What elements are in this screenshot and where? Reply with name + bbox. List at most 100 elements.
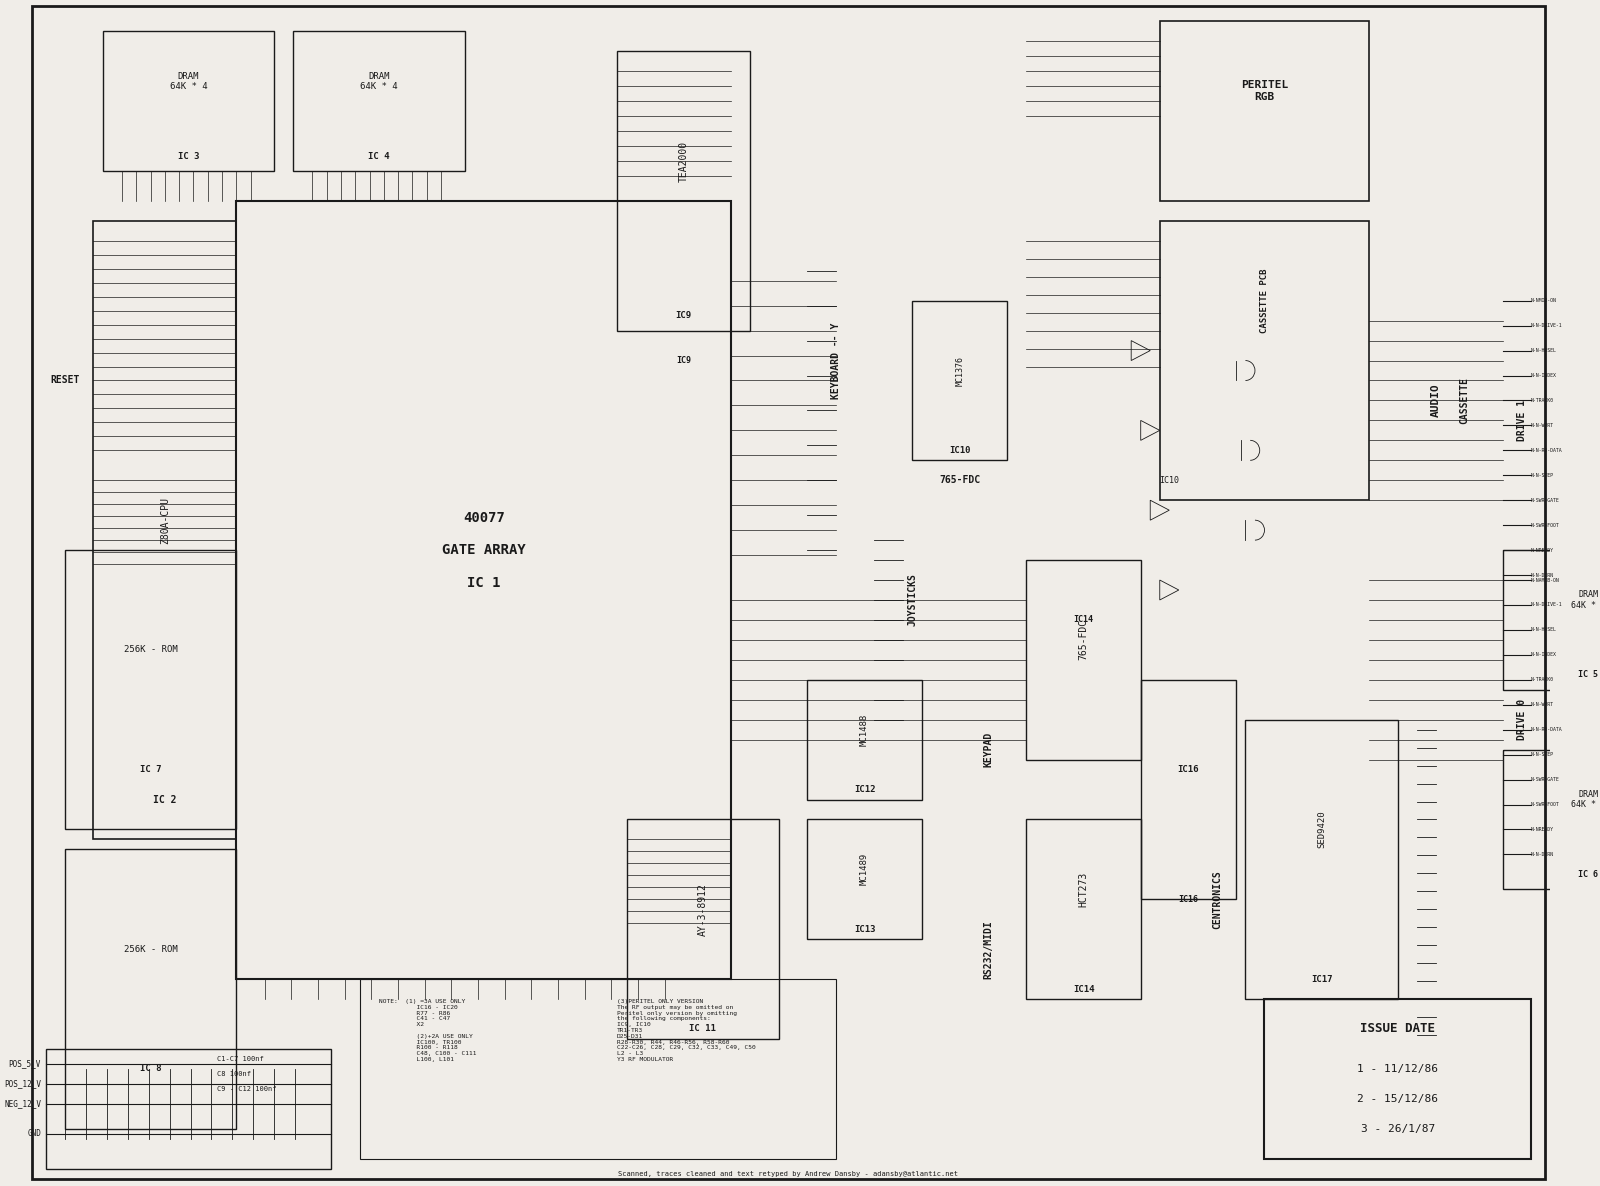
Text: C9 - C12 100nf: C9 - C12 100nf (218, 1086, 277, 1092)
Text: IC 5: IC 5 (1578, 670, 1598, 680)
Text: AUDIO: AUDIO (1430, 383, 1442, 417)
Text: DRAM
64K * 4: DRAM 64K * 4 (1571, 790, 1600, 809)
Bar (237, 200, 731, 980)
Text: 765-FDC: 765-FDC (939, 476, 981, 485)
Bar (93, 221, 237, 840)
Text: C1-C7 100nf: C1-C7 100nf (218, 1056, 264, 1061)
Bar (1264, 999, 1531, 1159)
Bar (1160, 221, 1370, 500)
Text: KEYBOARD -- Y: KEYBOARD -- Y (830, 323, 842, 398)
Text: 40077

GATE ARRAY

IC 1: 40077 GATE ARRAY IC 1 (442, 511, 526, 589)
Text: N-N-HDSEL: N-N-HDSEL (1531, 347, 1557, 353)
Text: N-N-RD-DATA: N-N-RD-DATA (1531, 727, 1563, 732)
Text: N-TRACK0: N-TRACK0 (1531, 677, 1554, 682)
Text: CENTRONICS: CENTRONICS (1211, 869, 1222, 929)
Text: GND: GND (27, 1129, 42, 1139)
Text: IC10: IC10 (949, 446, 971, 455)
Text: DRAM
64K * 4: DRAM 64K * 4 (1571, 591, 1600, 610)
Text: IC16: IC16 (1178, 765, 1198, 774)
Text: IC10: IC10 (1160, 476, 1179, 485)
Bar (1027, 560, 1141, 759)
Text: (3)PERITEL ONLY VERSION
The RF output may be omitted on
Peritel only version by : (3)PERITEL ONLY VERSION The RF output ma… (618, 999, 755, 1061)
Bar (360, 980, 837, 1159)
Text: N-N-INDEX: N-N-INDEX (1531, 374, 1557, 378)
Text: DRIVE 1: DRIVE 1 (1517, 400, 1526, 441)
Text: IC 6: IC 6 (1578, 869, 1598, 879)
Text: IC16: IC16 (1178, 894, 1198, 904)
Text: N-N-DRIVE-1: N-N-DRIVE-1 (1531, 323, 1563, 329)
Text: IC 2: IC 2 (154, 795, 176, 804)
Bar (293, 31, 464, 171)
Text: N-N-DRIVE-1: N-N-DRIVE-1 (1531, 602, 1563, 607)
Text: MC1488: MC1488 (861, 714, 869, 746)
Bar (66, 849, 237, 1129)
Text: IC 4: IC 4 (368, 152, 390, 160)
Bar (912, 301, 1008, 460)
Text: 256K - ROM: 256K - ROM (123, 945, 178, 954)
Bar (627, 820, 779, 1039)
Text: MC1489: MC1489 (861, 853, 869, 886)
Text: 1 - 11/12/86: 1 - 11/12/86 (1357, 1064, 1438, 1073)
Text: ISSUE DATE: ISSUE DATE (1360, 1022, 1435, 1035)
Text: IC12: IC12 (854, 785, 875, 795)
Text: N-N-HDSEL: N-N-HDSEL (1531, 627, 1557, 632)
Bar (66, 550, 237, 829)
Bar (1141, 680, 1235, 899)
Text: N-SWR-FOOT: N-SWR-FOOT (1531, 802, 1560, 806)
Text: N-SWR-FOOT: N-SWR-FOOT (1531, 523, 1560, 528)
Bar (1027, 820, 1141, 999)
Text: DRAM
64K * 4: DRAM 64K * 4 (360, 71, 398, 91)
Text: N-N-DIRN: N-N-DIRN (1531, 852, 1554, 857)
Text: 765-FDC: 765-FDC (1078, 619, 1088, 661)
Text: N-TRACK0: N-TRACK0 (1531, 398, 1554, 403)
Text: RESET: RESET (50, 376, 80, 385)
Text: JOYSTICKS: JOYSTICKS (907, 574, 917, 626)
Text: CASSETTE PCB: CASSETTE PCB (1259, 268, 1269, 333)
Text: N-NREADY: N-NREADY (1531, 548, 1554, 553)
Text: N-N-INDEX: N-N-INDEX (1531, 652, 1557, 657)
Text: N-NREADY: N-NREADY (1531, 827, 1554, 831)
Text: 256K - ROM: 256K - ROM (123, 645, 178, 655)
Text: N-SWR-GATE: N-SWR-GATE (1531, 498, 1560, 503)
Text: DRIVE 0: DRIVE 0 (1517, 699, 1526, 740)
Text: MC1376: MC1376 (955, 356, 965, 385)
Text: DRAM
64K * 4: DRAM 64K * 4 (170, 71, 208, 91)
Text: NOTE:  (1) =3A USE ONLY
          IC16 - IC20
          R77 - R86
          C41 : NOTE: (1) =3A USE ONLY IC16 - IC20 R77 -… (379, 999, 477, 1061)
Text: IC 11: IC 11 (690, 1025, 717, 1033)
Text: N-NAMIB-ON: N-NAMIB-ON (1531, 578, 1560, 582)
Text: IC 3: IC 3 (178, 152, 200, 160)
Bar (102, 31, 274, 171)
Text: N-N-DIRN: N-N-DIRN (1531, 573, 1554, 578)
Text: PERITEL
RGB: PERITEL RGB (1242, 81, 1288, 102)
Bar (618, 51, 750, 331)
Text: 2 - 15/12/86: 2 - 15/12/86 (1357, 1093, 1438, 1104)
Text: Z80A-CPU: Z80A-CPU (160, 497, 170, 543)
Text: C8 100nf: C8 100nf (218, 1071, 251, 1077)
Text: IC 8: IC 8 (139, 1064, 162, 1073)
Text: N-N-WPRT: N-N-WPRT (1531, 423, 1554, 428)
Bar (1502, 750, 1600, 890)
Text: RS232/MIDI: RS232/MIDI (984, 920, 994, 978)
Text: IC 7: IC 7 (139, 765, 162, 774)
Text: 3 - 26/1/87: 3 - 26/1/87 (1360, 1124, 1435, 1134)
Text: IC14: IC14 (1074, 984, 1094, 994)
Text: IC14: IC14 (1074, 616, 1093, 625)
Text: KEYPAD: KEYPAD (984, 732, 994, 767)
Bar (46, 1048, 331, 1168)
Bar (808, 820, 922, 939)
Text: TEA2000: TEA2000 (678, 140, 688, 181)
Text: POS_5_V: POS_5_V (8, 1059, 42, 1069)
Text: SED9420: SED9420 (1317, 811, 1326, 848)
Text: NEG_12_V: NEG_12_V (5, 1099, 42, 1108)
Text: IC9: IC9 (675, 311, 691, 320)
Text: HCT273: HCT273 (1078, 872, 1088, 907)
Bar (1502, 550, 1600, 690)
Bar (1245, 720, 1398, 999)
Bar (1160, 21, 1370, 200)
Text: N-N-WPRT: N-N-WPRT (1531, 702, 1554, 707)
Text: POS_12_V: POS_12_V (5, 1079, 42, 1089)
Text: IC13: IC13 (854, 925, 875, 933)
Text: N-N-STEP: N-N-STEP (1531, 752, 1554, 757)
Text: N-N-STEP: N-N-STEP (1531, 473, 1554, 478)
Text: Scanned, traces cleaned and text retyped by Andrew Dansby - adansby@atlantic.net: Scanned, traces cleaned and text retyped… (619, 1171, 958, 1177)
